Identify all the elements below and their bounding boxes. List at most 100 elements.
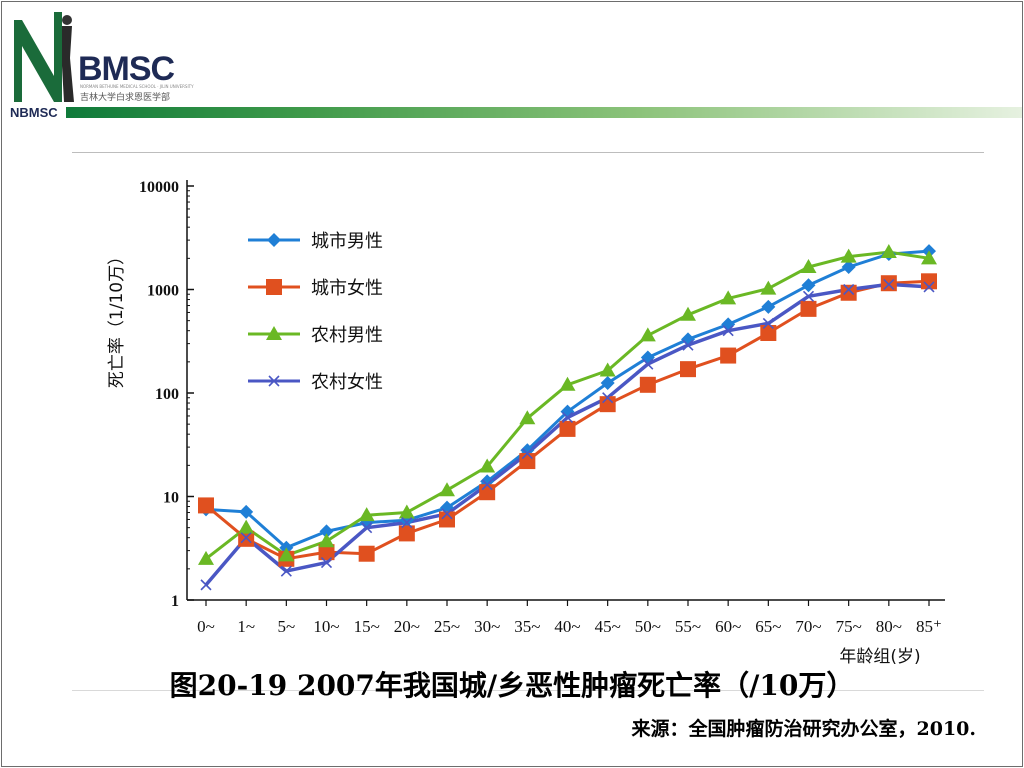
point-x [280,565,292,577]
point-triangle [278,547,295,562]
point-diamond [560,404,575,419]
point-square [318,544,335,561]
point-diamond [761,299,776,314]
point-triangle [680,306,696,321]
series-line [205,279,930,561]
point-triangle [559,376,576,391]
logo-subtitle: 吉林大学白求恩医学部 [80,93,171,103]
point-x [883,278,895,290]
point-diamond [600,375,615,390]
point-triangle [439,482,455,497]
point-triangle [599,362,616,377]
logo: BMSC NORMAN BETHUNE MEDICAL SCHOOL · JIL… [10,6,196,106]
point-square [921,273,937,290]
point-triangle [358,507,375,522]
x-tick-label: 35~ [514,617,540,636]
point-x [320,556,333,569]
legend-label: 城市女性 [311,278,383,299]
point-x [923,281,935,293]
x-axis-label: 年龄组(岁) [839,647,920,667]
point-x [481,479,493,491]
x-tick-label: 80~ [876,617,902,636]
point-triangle [519,410,536,425]
footer-logo-text: NBMSC [10,105,58,120]
nbmsc-logo-icon [14,12,74,102]
x-tick-label: 40~ [554,617,580,636]
x-tick-label: 75~ [836,617,862,636]
point-square [599,396,616,413]
point-x [521,447,533,460]
divider-bottom [72,690,984,691]
point-x [722,325,734,337]
x-tick-label: 30~ [474,617,500,636]
x-tick-label: 15~ [354,617,380,636]
point-square [358,545,375,562]
point-triangle [639,327,656,342]
point-triangle [880,244,897,259]
point-x [802,290,815,302]
divider-top [72,152,984,153]
x-tick-label: 45~ [595,617,621,636]
x-tick-label: 10~ [313,617,339,636]
point-x [268,375,280,387]
point-x [240,532,252,544]
point-square [880,275,897,292]
point-diamond [267,233,281,247]
point-x [561,411,574,424]
y-tick-label: 100 [155,386,179,403]
x-tick-label: 5~ [277,617,295,636]
point-square [840,284,857,301]
point-square [519,453,536,470]
point-x [843,283,855,296]
x-tick-label: 60~ [715,617,741,636]
point-square [800,300,817,317]
x-tick-label: 25~ [434,617,460,636]
point-triangle [398,504,415,519]
legend-label: 农村男性 [311,325,383,346]
point-square [479,484,496,501]
y-tick-label: 10000 [139,179,179,196]
x-tick-label: 1~ [237,617,255,636]
point-square [266,279,282,295]
x-tick-label: 20~ [394,617,420,636]
point-square [680,361,696,378]
point-square [439,511,455,528]
logo-text: BMSC [78,50,175,88]
y-tick-label: 1000 [147,283,179,300]
point-triangle [720,290,737,305]
point-x [682,339,694,351]
y-tick-label: 10 [163,490,179,507]
x-tick-label: 50~ [635,617,661,636]
point-diamond [239,504,254,519]
figure-source: 来源：全国肿瘤防治研究办公室，2010. [631,718,977,740]
point-triangle [760,280,777,295]
point-triangle [266,326,282,340]
point-diamond [841,259,856,274]
legend-label: 城市男性 [311,231,383,252]
point-triangle [840,248,857,263]
header-band [66,107,1022,118]
point-triangle [198,550,214,565]
point-triangle [800,258,817,273]
point-x [762,317,774,330]
point-square [398,525,415,542]
point-diamond [801,278,816,293]
x-tick-label: 65~ [755,617,781,636]
point-x [200,579,212,591]
y-tick-label: 1 [171,593,179,610]
point-x [361,522,373,534]
x-tick-label: 55~ [675,617,701,636]
point-square [238,530,255,547]
logo-tiny-text: NORMAN BETHUNE MEDICAL SCHOOL · JILIN UN… [80,84,194,89]
x-tick-label: 70~ [795,617,821,636]
point-x [642,358,654,370]
x-tick-label: 85⁺ [916,617,942,636]
point-triangle [479,458,496,473]
point-square [639,376,656,393]
point-square [198,497,214,514]
point-square [720,347,737,364]
point-diamond [681,332,695,347]
legend-label: 农村女性 [311,372,383,393]
